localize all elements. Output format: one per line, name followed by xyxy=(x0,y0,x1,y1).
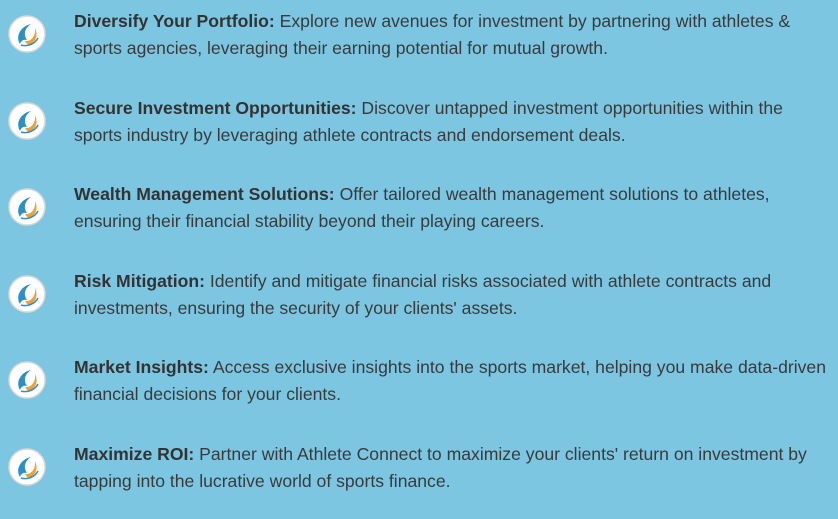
icon-swoosh xyxy=(18,370,31,391)
icon-swoosh xyxy=(20,470,39,480)
feature-text: Wealth Management Solutions: Offer tailo… xyxy=(74,181,832,235)
feature-description: Access exclusive insights into the sport… xyxy=(74,357,826,405)
feature-description: Partner with Athlete Connect to maximize… xyxy=(74,444,807,491)
feature-title: Wealth Management Solutions: xyxy=(74,184,335,205)
icon-swoosh xyxy=(20,37,39,47)
icon-swoosh xyxy=(25,201,37,219)
feature-item: Diversify Your Portfolio: Explore new av… xyxy=(0,6,838,86)
icon-circle xyxy=(8,275,46,313)
feature-description: Identify and mitigate financial risks as… xyxy=(74,270,772,318)
feature-item: Wealth Management Solutions: Offer tailo… xyxy=(0,179,838,259)
icon-circle xyxy=(8,188,46,226)
icon-swoosh xyxy=(20,124,39,133)
icon-swoosh xyxy=(25,28,37,45)
feature-icon xyxy=(8,15,46,53)
icon-swoosh xyxy=(18,457,31,477)
feature-icon xyxy=(8,275,46,313)
icon-swoosh xyxy=(20,210,39,220)
feature-title: Market Insights: xyxy=(74,357,209,378)
icon-circle xyxy=(8,15,46,53)
feature-description: Explore new avenues for investment by pa… xyxy=(74,11,791,58)
icon-swoosh xyxy=(18,110,31,131)
icon-swoosh xyxy=(25,287,37,305)
feature-icon xyxy=(8,101,46,140)
icon-circle xyxy=(8,448,46,486)
icon-swoosh xyxy=(20,384,39,393)
feature-item: Market Insights: Access exclusive insigh… xyxy=(0,352,838,432)
feature-title: Maximize ROI: xyxy=(74,444,195,464)
icon-swoosh xyxy=(18,197,31,218)
feature-text: Maximize ROI: Partner with Athlete Conne… xyxy=(74,441,832,495)
feature-text: Diversify Your Portfolio: Explore new av… xyxy=(74,8,832,62)
feature-title: Secure Investment Opportunities: xyxy=(74,97,357,118)
icon-swoosh xyxy=(25,114,37,132)
feature-description: Discover untapped investment opportuniti… xyxy=(74,97,783,145)
feature-icon xyxy=(8,448,46,486)
icon-swoosh xyxy=(25,461,37,478)
icon-swoosh xyxy=(20,297,39,307)
feature-item: Maximize ROI: Partner with Athlete Conne… xyxy=(0,439,838,519)
feature-text: Secure Investment Opportunities: Discove… xyxy=(74,95,832,149)
feature-icon xyxy=(8,188,46,226)
feature-title: Diversify Your Portfolio: xyxy=(74,11,275,31)
icon-swoosh xyxy=(25,374,37,392)
feature-description: Offer tailored wealth management solutio… xyxy=(74,184,770,232)
icon-circle xyxy=(8,361,46,400)
icon-swoosh xyxy=(18,24,31,44)
feature-text: Risk Mitigation: Identify and mitigate f… xyxy=(74,268,832,322)
feature-item: Secure Investment Opportunities: Discove… xyxy=(0,93,838,173)
feature-text: Market Insights: Access exclusive insigh… xyxy=(74,354,832,408)
feature-icon xyxy=(8,361,46,400)
icon-swoosh xyxy=(18,283,31,304)
feature-title: Risk Mitigation: xyxy=(74,270,205,291)
feature-item: Risk Mitigation: Identify and mitigate f… xyxy=(0,266,838,346)
icon-circle xyxy=(8,101,46,140)
